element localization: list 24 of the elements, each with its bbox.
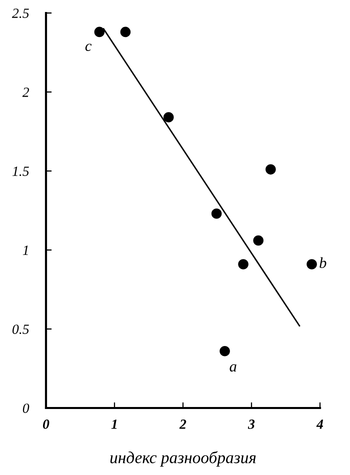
- x-axis-title: индекс разнообразия: [110, 451, 256, 467]
- x-tick-label: 4: [316, 420, 324, 429]
- y-tick-label: 0.5: [12, 324, 29, 334]
- point: [120, 26, 131, 38]
- x-tick-label: 0: [43, 420, 50, 429]
- annotation: a: [230, 364, 236, 372]
- point: [266, 164, 276, 175]
- y-tick-label: 1.5: [12, 166, 29, 176]
- annotation: b: [320, 257, 326, 268]
- annotation: c: [85, 44, 92, 52]
- y-tick-label: 2: [22, 88, 30, 97]
- point: [238, 259, 248, 270]
- point: [306, 259, 317, 270]
- point: [94, 26, 105, 38]
- y-tick-label: 1: [22, 246, 28, 255]
- point: [163, 112, 174, 122]
- x-tick-label: 1: [111, 420, 117, 429]
- y-tick-label: 2.5: [12, 8, 29, 18]
- point: [220, 346, 230, 356]
- y-tick-label: 0: [22, 404, 30, 413]
- x-tick-label: 2: [179, 420, 186, 429]
- point: [253, 235, 264, 246]
- point: [211, 208, 222, 219]
- x-tick-label: 3: [248, 420, 255, 429]
